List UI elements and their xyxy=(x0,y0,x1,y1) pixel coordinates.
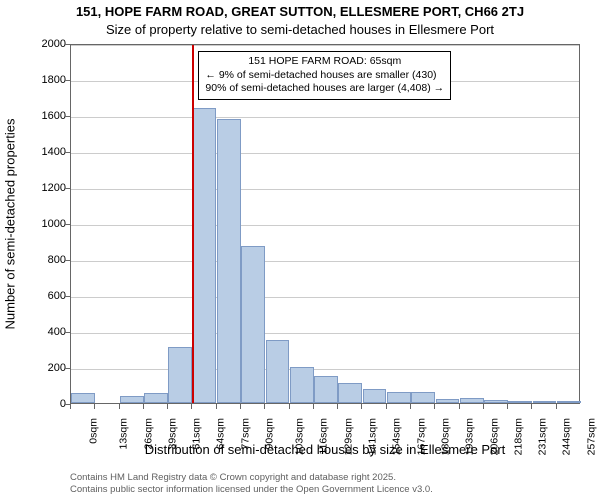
attribution-line2: Contains public sector information licen… xyxy=(70,484,433,496)
histogram-bar xyxy=(266,340,290,403)
x-axis-label: Distribution of semi-detached houses by … xyxy=(70,442,580,457)
histogram-bar xyxy=(436,399,460,403)
histogram-bar xyxy=(387,392,411,403)
histogram-bar xyxy=(314,376,338,403)
histogram-bar xyxy=(120,396,144,403)
y-tick-label: 400 xyxy=(48,326,66,338)
attribution-line1: Contains HM Land Registry data © Crown c… xyxy=(70,472,433,484)
histogram-bar xyxy=(363,389,387,403)
y-tick-label: 2000 xyxy=(42,38,66,50)
histogram-bar xyxy=(557,401,581,403)
y-tick-label: 1600 xyxy=(42,110,66,122)
y-axis-label: Number of semi-detached properties xyxy=(3,119,18,330)
annotation-line2: 90% of semi-detached houses are larger (… xyxy=(205,82,444,96)
attribution: Contains HM Land Registry data © Crown c… xyxy=(70,472,433,496)
chart-title-main: 151, HOPE FARM ROAD, GREAT SUTTON, ELLES… xyxy=(0,4,600,19)
annotation-box: 151 HOPE FARM ROAD: 65sqm ← 9% of semi-d… xyxy=(198,51,451,100)
y-tick-label: 200 xyxy=(48,362,66,374)
y-tick-label: 1800 xyxy=(42,74,66,86)
histogram-bar xyxy=(338,383,362,403)
histogram-bar xyxy=(411,392,435,403)
y-tick-label: 1400 xyxy=(42,146,66,158)
annotation-line1: ← 9% of semi-detached houses are smaller… xyxy=(205,69,444,83)
histogram-bar xyxy=(460,398,484,403)
histogram-bar xyxy=(193,108,217,403)
histogram-bar xyxy=(290,367,314,403)
y-tick-label: 800 xyxy=(48,254,66,266)
chart-title-sub: Size of property relative to semi-detach… xyxy=(0,22,600,37)
histogram-bar xyxy=(144,393,168,403)
marker-line xyxy=(192,45,194,403)
y-tick-label: 1200 xyxy=(42,182,66,194)
x-tick-label: 257sqm xyxy=(585,418,597,455)
histogram-bar xyxy=(241,246,265,403)
plot-area: 151 HOPE FARM ROAD: 65sqm ← 9% of semi-d… xyxy=(70,44,580,404)
histogram-bar xyxy=(484,400,508,403)
y-tick-label: 600 xyxy=(48,290,66,302)
histogram-bar xyxy=(217,119,241,403)
chart-container: 151, HOPE FARM ROAD, GREAT SUTTON, ELLES… xyxy=(0,0,600,500)
histogram-bar xyxy=(533,401,557,403)
histogram-bar xyxy=(508,401,532,403)
histogram-bar xyxy=(168,347,192,403)
y-tick-label: 1000 xyxy=(42,218,66,230)
annotation-title: 151 HOPE FARM ROAD: 65sqm xyxy=(205,55,444,69)
histogram-bar xyxy=(71,393,95,403)
x-tick-label: 0sqm xyxy=(88,418,100,444)
